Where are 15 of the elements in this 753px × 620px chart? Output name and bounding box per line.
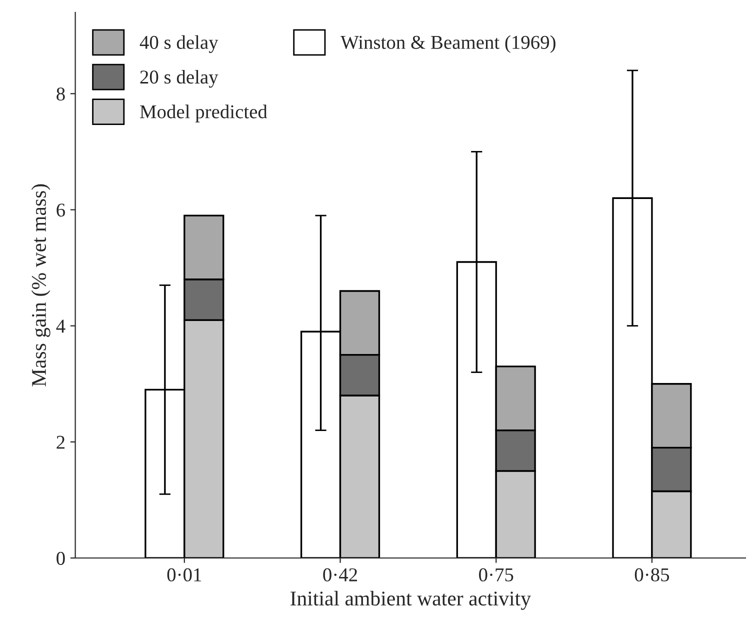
legend-label: 40 s delay [140, 35, 218, 53]
x-tick-label: 0·75 [479, 568, 514, 582]
x-axis-title: Initial ambient water activity [290, 590, 531, 610]
x-tick-label: 0·01 [167, 568, 202, 582]
y-tick-label: 2 [56, 436, 65, 449]
y-tick-label: 6 [56, 204, 65, 217]
legend-label: Model predicted [140, 104, 268, 122]
x-tick-label: 0·85 [634, 568, 670, 582]
legend-label: Winston & Beament (1969) [340, 35, 556, 53]
y-tick-label: 0 [56, 552, 65, 565]
y-tick-label: 8 [56, 87, 65, 101]
x-tick-label: 0·42 [323, 568, 357, 582]
legend-label: 20 s delay [140, 70, 218, 88]
y-axis-title: Mass gain (% wet mass) [31, 184, 50, 386]
y-tick-label: 4 [56, 320, 66, 333]
